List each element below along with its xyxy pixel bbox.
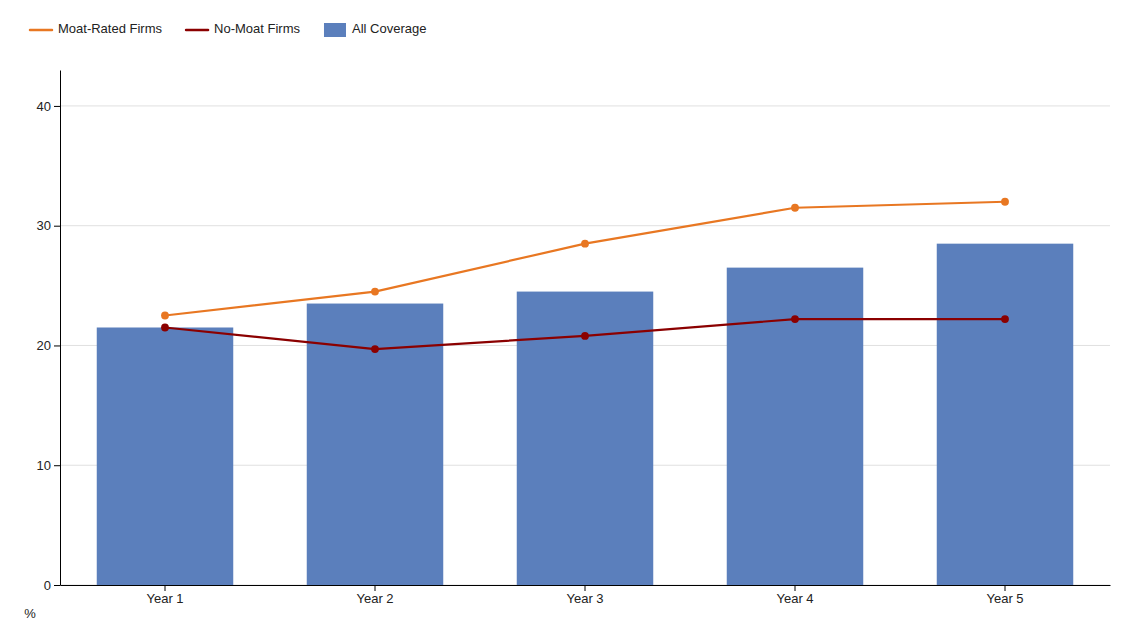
bar bbox=[727, 268, 864, 585]
x-tick-label: Year 1 bbox=[146, 591, 183, 606]
legend-swatch bbox=[186, 29, 208, 32]
y-tick-mark bbox=[54, 345, 60, 346]
y-axis: 0 10 20 30 40 bbox=[37, 71, 61, 593]
y-tick-mark bbox=[54, 106, 60, 107]
x-tick: Year 4 bbox=[776, 585, 813, 606]
marker bbox=[1001, 315, 1009, 323]
line bbox=[165, 202, 1005, 316]
grid bbox=[60, 106, 1110, 585]
legend-item: No-Moat Firms bbox=[186, 21, 300, 36]
marker bbox=[581, 240, 589, 248]
x-tick-mark bbox=[585, 585, 586, 591]
line-series bbox=[161, 315, 1009, 353]
x-tick-label: Year 3 bbox=[566, 591, 603, 606]
y-tick-label: 20 bbox=[37, 338, 51, 353]
x-tick: Year 1 bbox=[146, 585, 183, 606]
y-tick-label: 40 bbox=[37, 99, 51, 114]
bar bbox=[97, 328, 234, 586]
x-tick-mark bbox=[1005, 585, 1006, 591]
legend-label: Moat-Rated Firms bbox=[58, 21, 163, 36]
x-tick: Year 5 bbox=[986, 585, 1023, 606]
grid-line bbox=[60, 105, 1110, 106]
bar bbox=[937, 244, 1074, 585]
y-tick: 10 bbox=[37, 458, 60, 473]
x-tick-label: Year 2 bbox=[356, 591, 393, 606]
x-tick: Year 3 bbox=[566, 585, 603, 606]
legend-swatch bbox=[30, 29, 52, 32]
legend-swatch bbox=[324, 23, 346, 37]
legend-label: No-Moat Firms bbox=[214, 21, 300, 36]
grid-line bbox=[60, 225, 1110, 226]
legend-label: All Coverage bbox=[352, 21, 426, 36]
marker bbox=[371, 288, 379, 296]
legend-item: All Coverage bbox=[324, 21, 426, 37]
y-tick-mark bbox=[54, 226, 60, 227]
line bbox=[165, 319, 1005, 349]
plot-area bbox=[97, 198, 1074, 585]
marker bbox=[161, 312, 169, 320]
y-tick: 20 bbox=[37, 338, 60, 353]
x-axis: Year 1 Year 2 Year 3 Year 4 Year 5 bbox=[61, 585, 1111, 606]
y-tick-mark bbox=[54, 465, 60, 466]
x-tick-label: Year 5 bbox=[986, 591, 1023, 606]
bar-series bbox=[97, 244, 1074, 585]
line-series bbox=[161, 198, 1009, 320]
y-tick: 30 bbox=[37, 218, 60, 233]
marker bbox=[791, 315, 799, 323]
x-tick-mark bbox=[795, 585, 796, 591]
marker bbox=[791, 204, 799, 212]
y-tick-label: 30 bbox=[37, 218, 51, 233]
marker bbox=[1001, 198, 1009, 206]
y-tick-label: 10 bbox=[37, 458, 51, 473]
y-tick: 0 bbox=[44, 578, 60, 593]
y-tick: 40 bbox=[37, 99, 60, 114]
legend-item: Moat-Rated Firms bbox=[30, 21, 163, 36]
y-tick-mark bbox=[54, 585, 60, 586]
chart: Year 1 Year 2 Year 3 Year 4 Year 5 0 10 20 30 40%… bbox=[0, 0, 1130, 635]
x-tick-mark bbox=[165, 585, 166, 591]
marker bbox=[371, 345, 379, 353]
y-tick-label: 0 bbox=[44, 578, 51, 593]
marker bbox=[581, 332, 589, 340]
marker bbox=[161, 324, 169, 332]
x-tick-label: Year 4 bbox=[776, 591, 813, 606]
bar bbox=[517, 292, 654, 585]
x-tick-mark bbox=[375, 585, 376, 591]
y-axis-line bbox=[60, 71, 61, 586]
x-tick: Year 2 bbox=[356, 585, 393, 606]
y-axis-title: % bbox=[24, 606, 36, 621]
legend: Moat-Rated Firms No-Moat Firms All Coverag… bbox=[30, 21, 426, 37]
